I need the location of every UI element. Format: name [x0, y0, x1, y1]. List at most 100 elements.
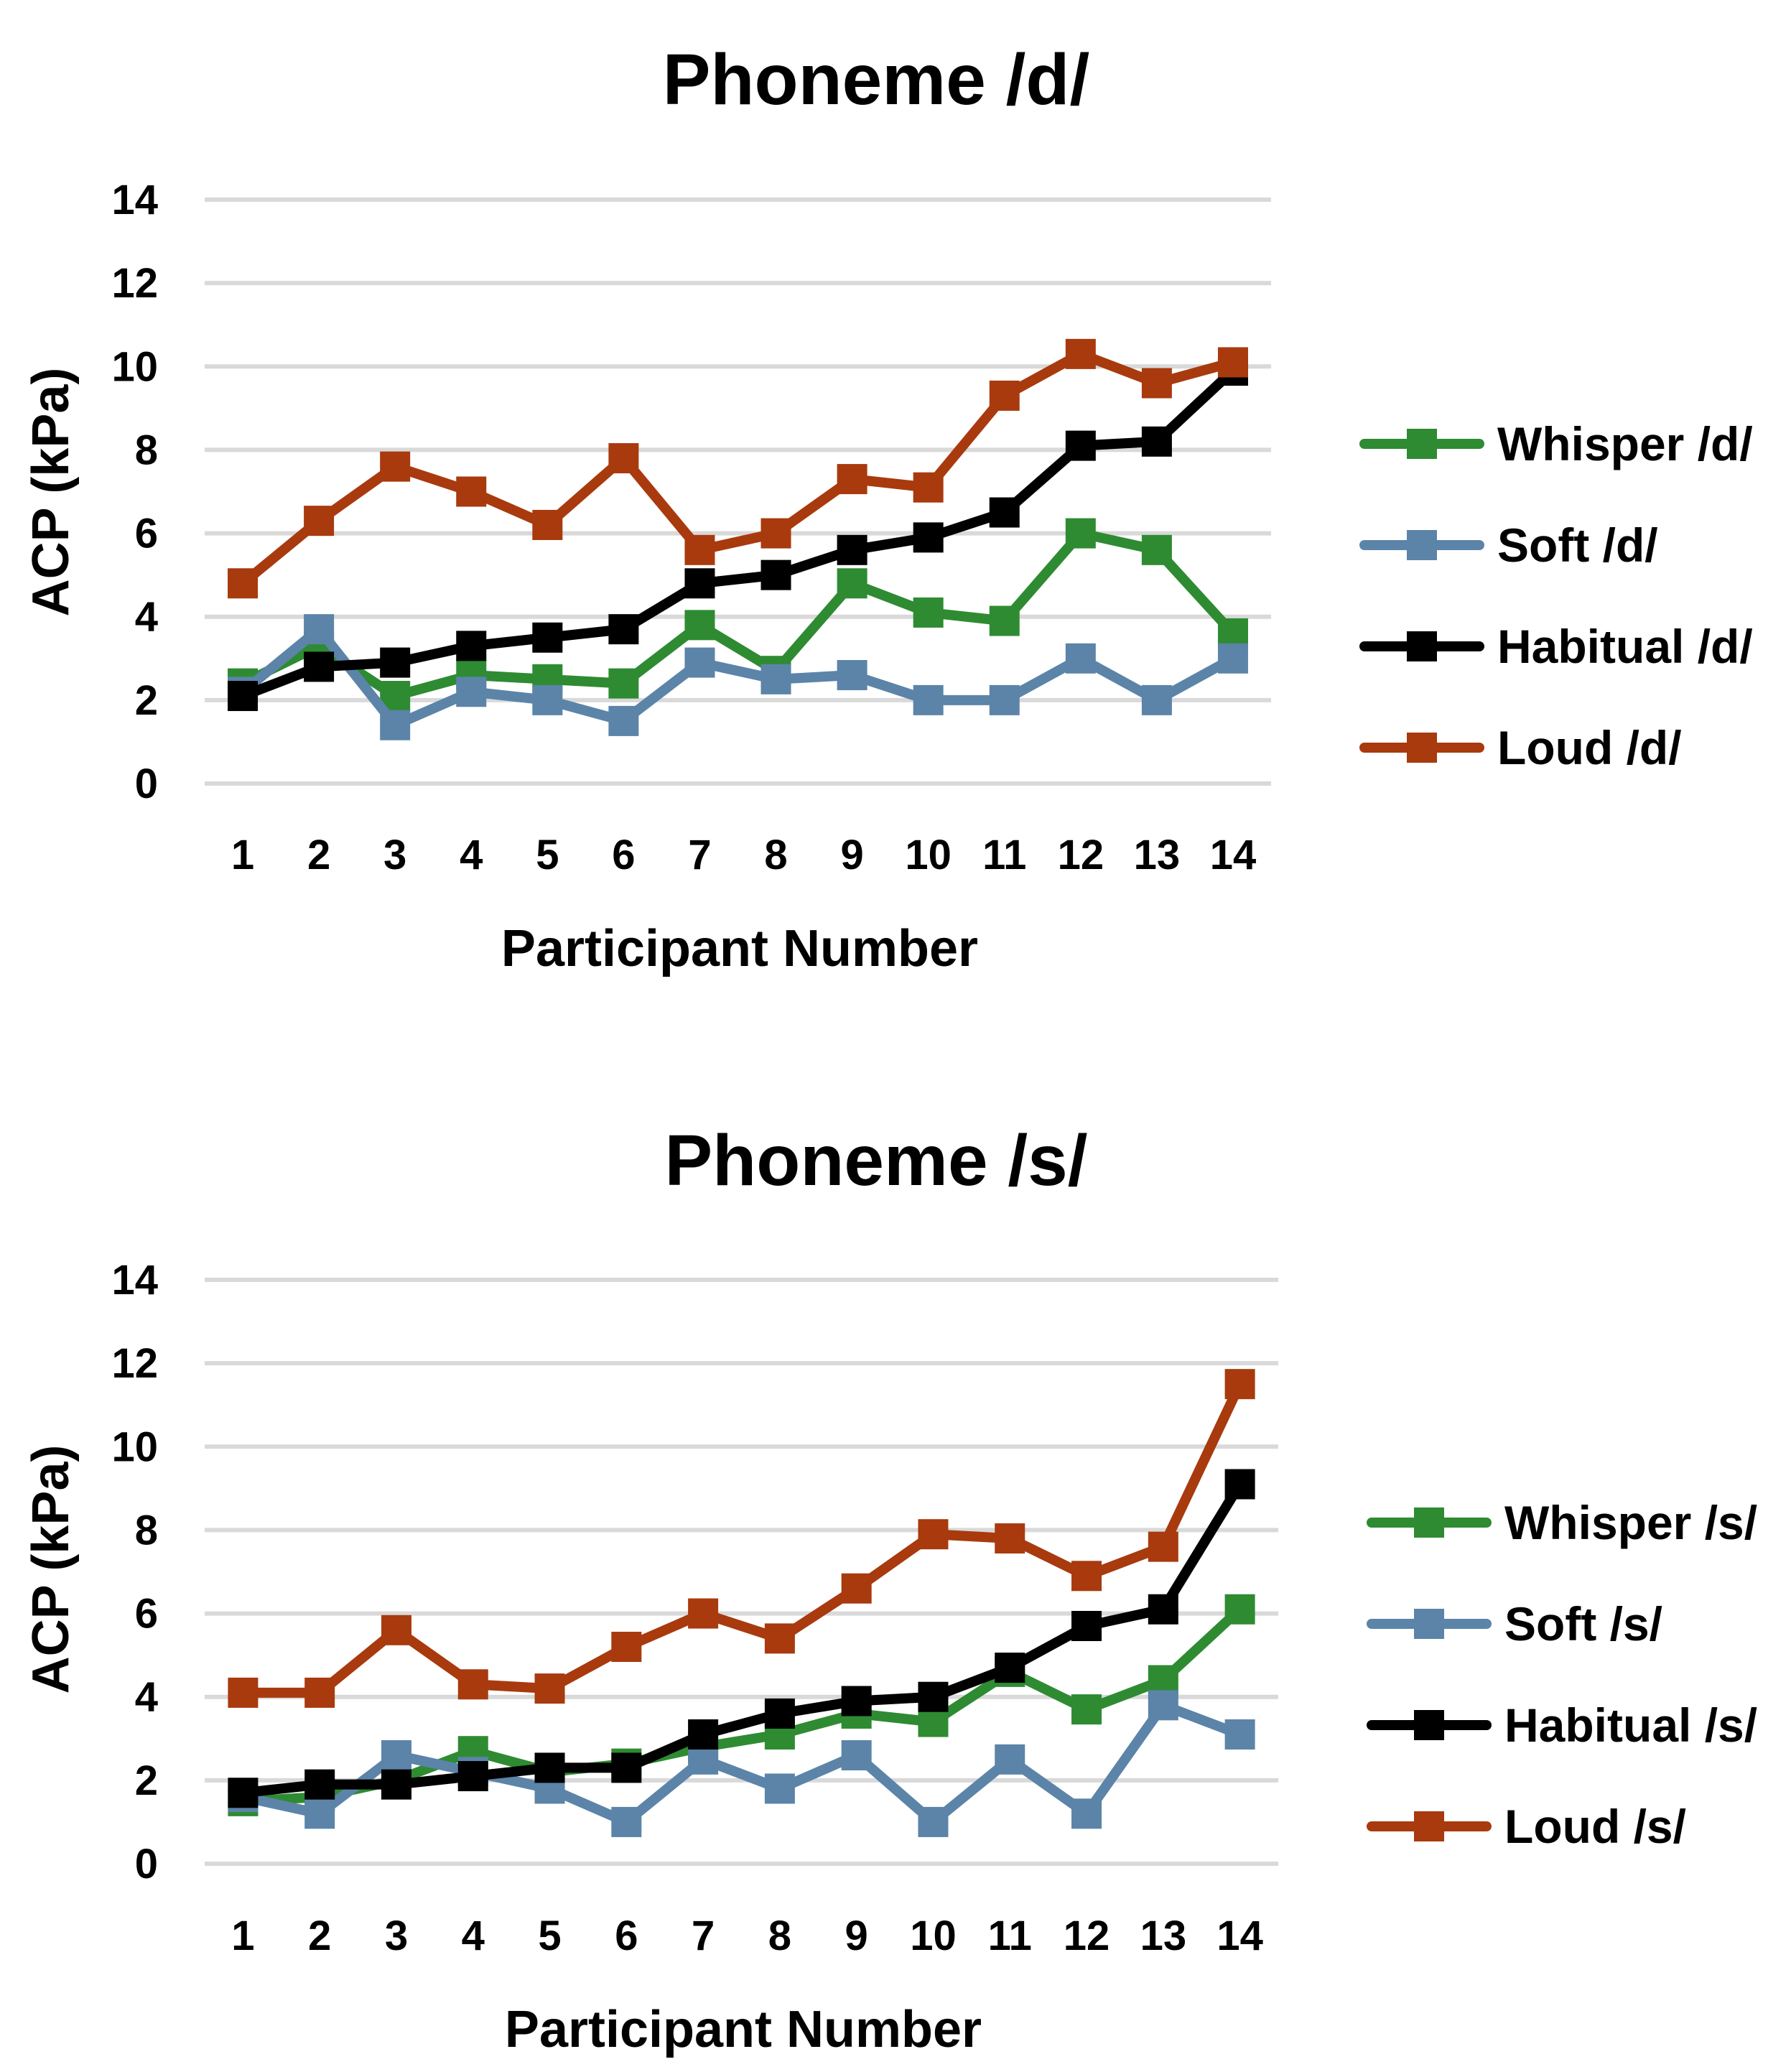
- data-point: [228, 1778, 259, 1808]
- data-point: [1071, 1798, 1102, 1829]
- x-tick-label: 10: [910, 1913, 957, 1959]
- legend-label: Habitual /s/: [1504, 1699, 1757, 1752]
- legend-item-soft-d: Soft /d/: [1359, 519, 1658, 572]
- x-tick-label: 13: [1134, 832, 1181, 878]
- data-point: [304, 506, 335, 536]
- data-point: [611, 1632, 642, 1663]
- x-tick-label: 11: [982, 832, 1026, 878]
- legend-item-whisper-d: Whisper /d/: [1359, 417, 1753, 470]
- data-point: [380, 710, 411, 740]
- y-tick-label: 0: [135, 761, 158, 807]
- plot-area: [228, 338, 1248, 740]
- x-tick-label: 8: [764, 832, 787, 878]
- legend-marker: [1407, 530, 1437, 560]
- x-tick-label: 7: [688, 832, 711, 878]
- y-tick-label: 4: [135, 1674, 158, 1721]
- data-point: [380, 451, 411, 482]
- data-point: [1071, 1561, 1102, 1592]
- legend-label: Loud /s/: [1504, 1800, 1686, 1853]
- data-point: [1224, 1369, 1255, 1400]
- y-tick-label: 10: [111, 1423, 158, 1470]
- legend-item-loud-s: Loud /s/: [1367, 1800, 1686, 1853]
- legend-marker: [1414, 1811, 1444, 1841]
- data-point: [1217, 643, 1248, 674]
- data-point: [760, 559, 791, 590]
- data-point: [381, 1740, 411, 1771]
- data-point: [837, 464, 867, 495]
- x-tick-label: 7: [692, 1913, 715, 1959]
- legend-label: Soft /d/: [1497, 519, 1658, 572]
- y-tick-label: 2: [135, 677, 158, 724]
- data-point: [995, 1523, 1025, 1554]
- y-tick-labels: 0 2 4 6 8 10 12 14: [111, 177, 158, 807]
- plot-area: [228, 1369, 1255, 1837]
- x-tick-label: 4: [462, 1913, 485, 1959]
- data-point: [995, 1653, 1025, 1683]
- data-point: [995, 1744, 1025, 1775]
- y-tick-label: 0: [135, 1841, 158, 1887]
- data-point: [684, 568, 715, 599]
- data-point: [837, 534, 867, 565]
- legend-label: Whisper /d/: [1497, 417, 1753, 470]
- data-point: [913, 522, 944, 553]
- data-point: [1141, 368, 1172, 399]
- legend-item-habitual-d: Habitual /d/: [1359, 620, 1753, 673]
- series-soft-d: [228, 614, 1248, 740]
- data-point: [1065, 643, 1096, 674]
- data-point: [989, 497, 1020, 528]
- legend-marker: [1414, 1609, 1444, 1639]
- legend: Whisper /s/Soft /s/Habitual /s/Loud /s/: [1367, 1496, 1757, 1853]
- x-tick-label: 9: [840, 832, 863, 878]
- data-point: [684, 534, 715, 565]
- x-tick-label: 1: [231, 832, 254, 878]
- y-tick-label: 8: [135, 1507, 158, 1553]
- data-point: [1065, 518, 1096, 549]
- chart-phoneme-d: Phoneme /d/ Participant Number ACP (kPa)…: [22, 40, 1753, 977]
- x-tick-label: 12: [1058, 832, 1104, 878]
- data-point: [688, 1719, 719, 1750]
- data-point: [1071, 1694, 1102, 1725]
- x-tick-label: 14: [1210, 832, 1257, 878]
- data-point: [1141, 426, 1172, 457]
- x-tick-label: 3: [383, 832, 406, 878]
- series-habitual-s: [228, 1469, 1255, 1808]
- data-point: [380, 647, 411, 678]
- data-point: [684, 647, 715, 678]
- data-point: [989, 380, 1020, 411]
- data-point: [841, 1686, 872, 1716]
- data-point: [228, 1677, 259, 1708]
- y-axis-title: ACP (kPa): [22, 368, 80, 617]
- chart-title: Phoneme /s/: [664, 1120, 1087, 1201]
- x-tick-labels: 1 2 3 4 5 6 7 8 9 10 11 12 13 14: [231, 1913, 1263, 1959]
- legend-label: Soft /s/: [1504, 1597, 1662, 1650]
- data-point: [611, 1752, 642, 1783]
- data-point: [304, 1677, 335, 1708]
- chart-title: Phoneme /d/: [663, 40, 1090, 120]
- y-tick-label: 12: [111, 260, 158, 307]
- x-tick-label: 5: [538, 1913, 561, 1959]
- data-point: [608, 443, 639, 474]
- y-tick-label: 6: [135, 1591, 158, 1637]
- data-point: [989, 684, 1020, 715]
- data-point: [1224, 1594, 1255, 1625]
- y-tick-label: 14: [111, 1257, 158, 1304]
- data-point: [228, 681, 259, 712]
- data-point: [532, 684, 563, 715]
- series-line: [238, 1379, 1245, 1698]
- legend-marker: [1407, 733, 1437, 763]
- data-point: [381, 1615, 411, 1645]
- legend-marker: [1407, 429, 1437, 459]
- legend-marker: [1414, 1710, 1444, 1740]
- data-point: [457, 1669, 488, 1700]
- data-point: [841, 1573, 872, 1604]
- x-tick-label: 10: [905, 832, 952, 878]
- x-tick-label: 13: [1140, 1913, 1187, 1959]
- data-point: [456, 677, 487, 707]
- data-point: [1065, 338, 1096, 369]
- data-point: [534, 1673, 565, 1704]
- data-point: [1148, 1531, 1178, 1562]
- x-tick-label: 6: [615, 1913, 638, 1959]
- x-tick-labels: 1 2 3 4 5 6 7 8 9 10 11 12 13 14: [231, 832, 1256, 878]
- y-tick-label: 2: [135, 1757, 158, 1804]
- x-tick-label: 2: [307, 832, 330, 878]
